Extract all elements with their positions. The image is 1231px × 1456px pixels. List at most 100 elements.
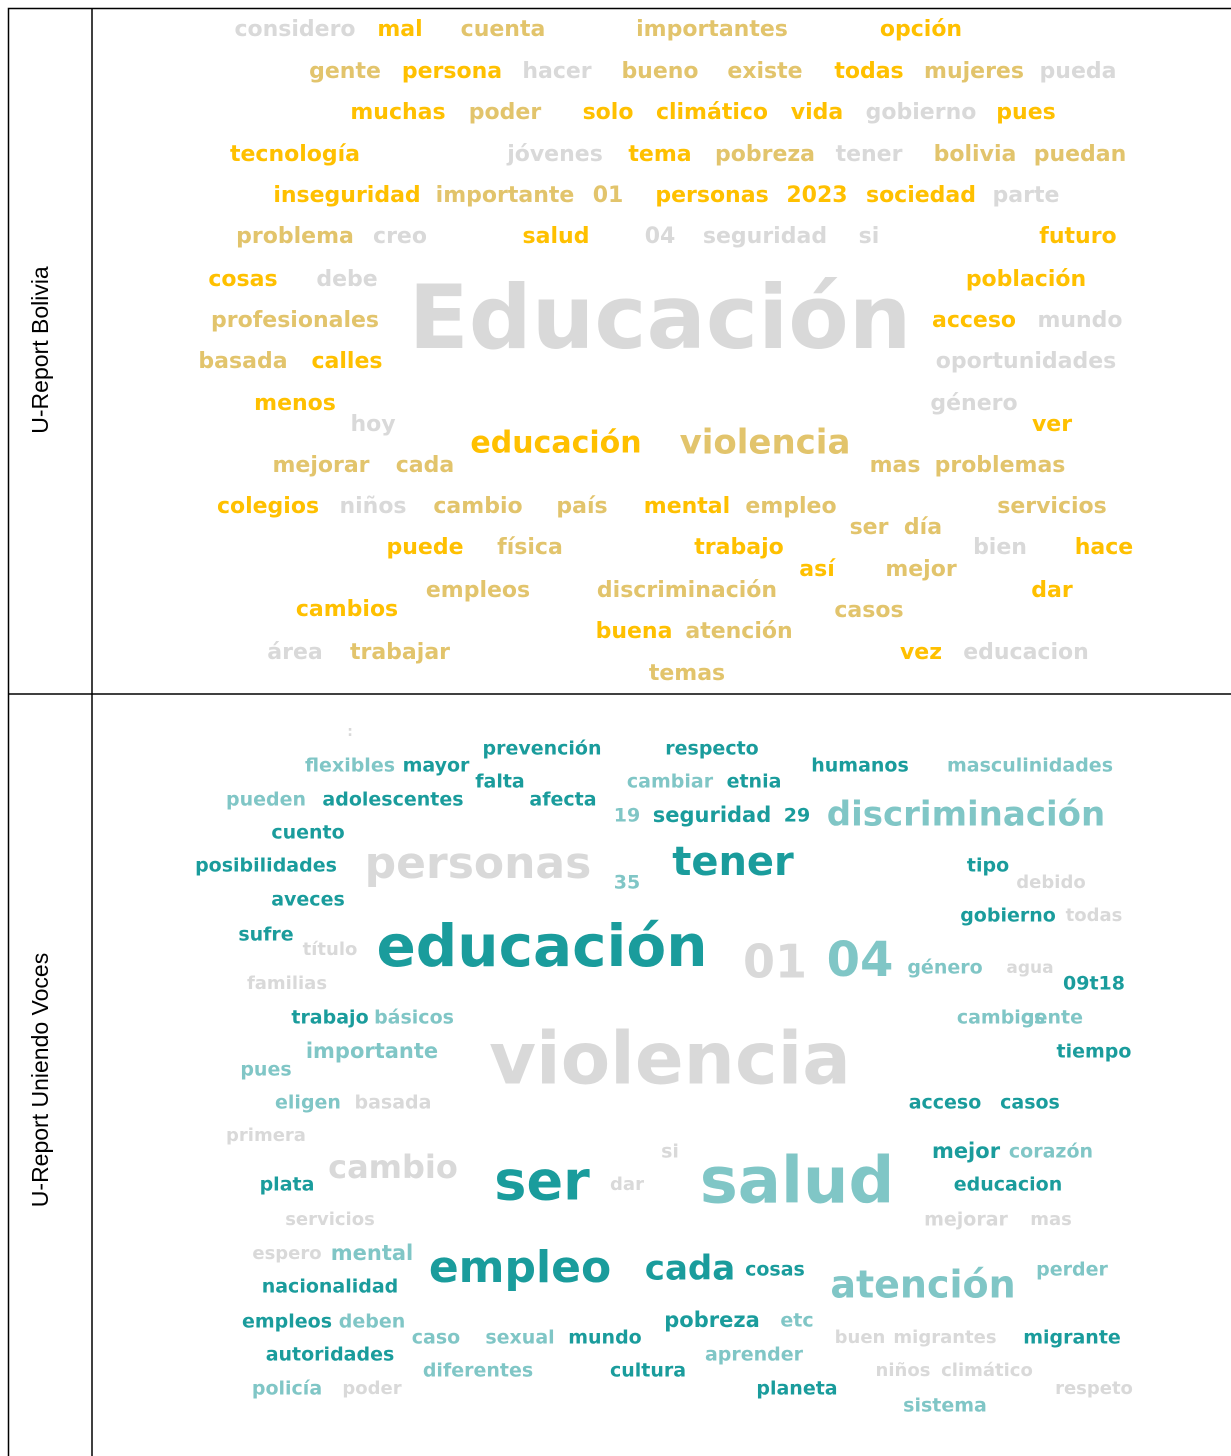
word: 04 [827,932,894,988]
word: cuento [271,822,344,844]
word: educación [376,912,707,980]
word: creo [373,224,427,249]
word: mal [377,17,422,42]
word: cosas [208,267,277,292]
word: trabajo [694,535,783,560]
word: todas [834,59,903,84]
word: sufre [238,924,293,946]
word: migrantes [893,1327,996,1348]
word: deben [339,1311,406,1333]
word: hace [1075,535,1133,560]
word: servicios [285,1209,375,1230]
word: migrante [1023,1327,1121,1349]
word: cambio [328,1148,458,1186]
word: si [859,224,880,249]
word: cultura [610,1360,686,1382]
word: mujeres [924,59,1024,84]
word: mayor [403,755,470,777]
word: profesionales [211,308,379,333]
word: ser [850,515,889,540]
word: gobierno [866,100,977,125]
word: debido [1016,872,1085,893]
word: debe [316,267,377,292]
word: climático [656,100,768,125]
word: 35 [614,872,640,894]
word: flexibles [305,755,395,777]
word: 01 [593,183,624,208]
word: familias [247,973,327,994]
word: afecta [529,789,596,811]
word: plata [260,1174,315,1196]
word: basada [198,349,287,374]
word: solo [583,100,634,125]
word: discriminación [597,578,777,603]
word: cosas [745,1259,805,1281]
word: tener [836,142,903,167]
word: temas [649,661,725,686]
word: género [907,957,982,979]
word: cambios [296,597,398,622]
word: todas [1066,905,1123,926]
word: buen [835,1327,886,1348]
word: 01 [743,935,807,989]
word: tema [628,142,691,167]
word: discriminación [827,795,1105,835]
word: acceso [932,308,1016,333]
word: título [303,939,358,960]
word: empleo [429,1242,611,1293]
word: así [799,557,836,582]
word: planeta [756,1378,837,1400]
word: mejorar [272,453,369,478]
word: problema [236,224,354,249]
word: pobreza [715,142,815,167]
word: sociedad [866,183,976,208]
word: si [661,1141,679,1163]
word: 29 [784,805,810,827]
word: hacer [522,59,591,84]
word: servicios [997,494,1107,519]
word: personas [365,838,592,889]
word: prevención [482,738,601,760]
word: mejor [932,1139,1001,1163]
word: violencia [680,423,851,463]
word: inseguridad [273,183,420,208]
word: dar [610,1174,644,1195]
word: personas [655,183,768,208]
word: niños [339,494,406,519]
word: espero [252,1243,321,1264]
word: ver [1032,412,1072,437]
word: mas [870,453,921,478]
word: trabajo [291,1007,368,1029]
word: 04 [645,224,676,249]
word: etc [780,1310,813,1332]
word: pues [240,1059,291,1081]
word: bolivia [934,142,1017,167]
word: cada [645,1249,735,1289]
word: diferentes [423,1360,533,1382]
word: gente [309,59,381,84]
word: agua [1006,958,1053,978]
word: mejor [885,557,957,582]
word: puede [387,535,464,560]
word: Educación [409,266,912,369]
word: humanos [811,755,909,777]
word: población [966,267,1086,292]
word: aprender [705,1344,804,1366]
word: autoridades [266,1344,395,1366]
word: basada [355,1092,432,1114]
word: importante [436,183,575,208]
word: trabajar [350,640,450,665]
word: pueda [1040,59,1117,84]
word: ser [494,1150,590,1213]
word: caso [412,1327,460,1349]
word: bueno [621,59,698,84]
word: seguridad [703,224,827,249]
word: atención [685,619,792,644]
word: corazón [1009,1141,1093,1163]
word: poder [342,1378,401,1399]
word: tener [672,839,794,885]
word: cuenta [461,17,546,42]
word: calles [312,349,383,374]
word: nacionalidad [262,1276,399,1298]
word: bien [973,535,1027,560]
